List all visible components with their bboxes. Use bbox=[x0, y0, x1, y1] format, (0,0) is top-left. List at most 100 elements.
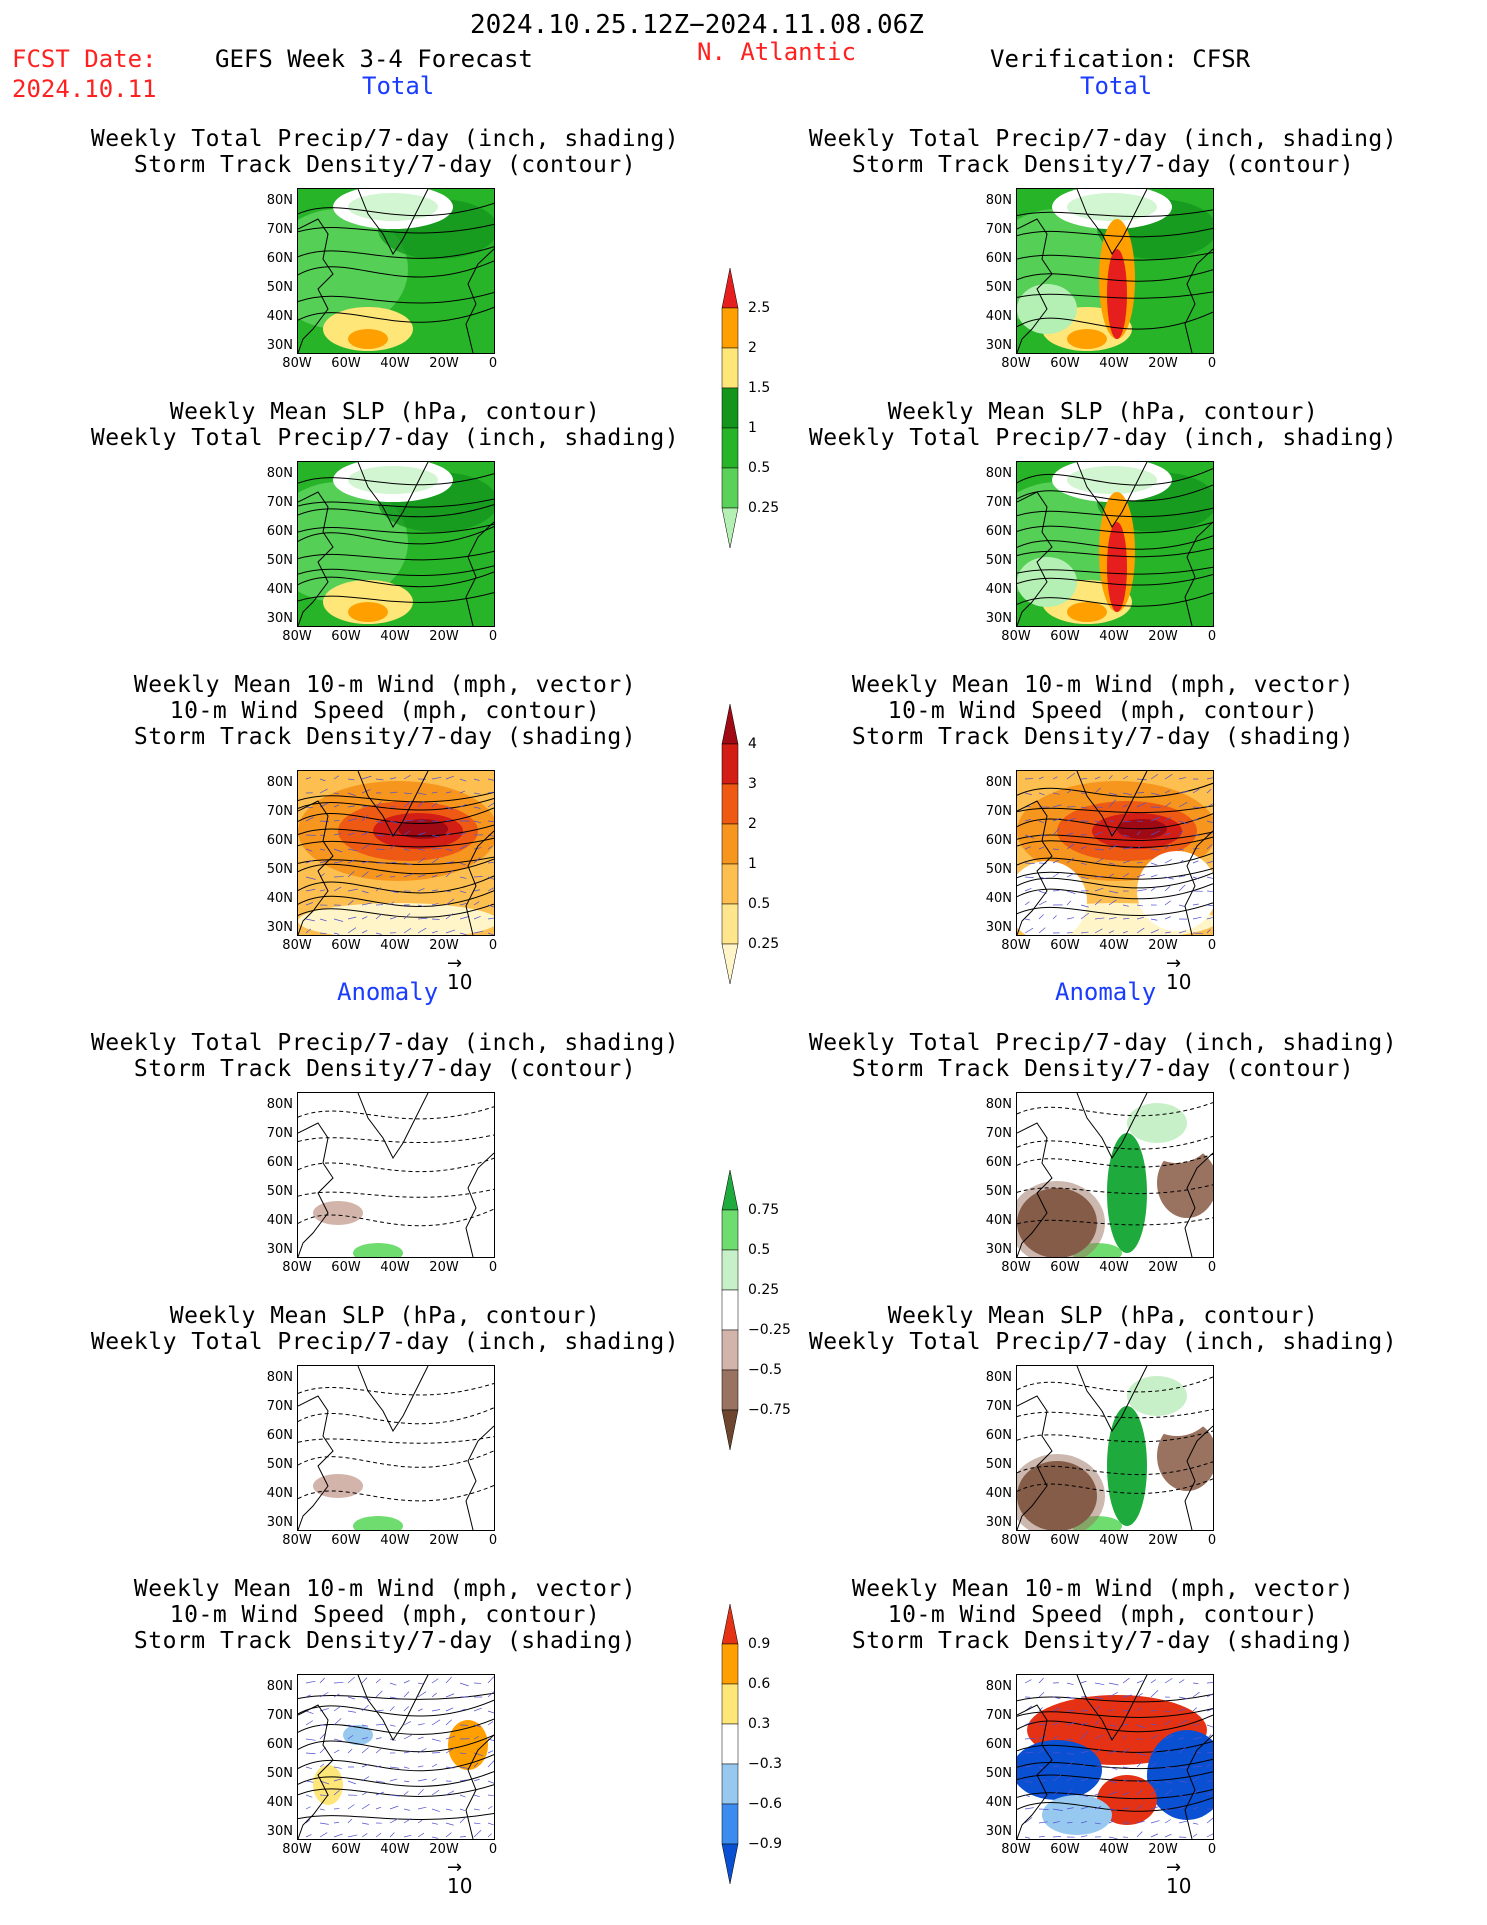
verification-title: Verification: CFSR bbox=[990, 45, 1251, 73]
coast-europe bbox=[465, 830, 494, 935]
colorbar-tick-label: −0.9 bbox=[748, 1836, 782, 1852]
coast-greenland bbox=[1076, 1675, 1148, 1741]
colorbar-segment bbox=[721, 1643, 739, 1685]
lon-tick-label: 60W bbox=[1050, 1260, 1080, 1275]
lon-tick-label: 20W bbox=[429, 356, 459, 371]
lat-tick-label: 30N bbox=[985, 338, 1012, 353]
lon-tick-label: 20W bbox=[429, 1533, 459, 1548]
colorbar-tick-label: −0.75 bbox=[748, 1402, 791, 1418]
left-total-label: Total bbox=[362, 72, 435, 100]
colorbar-segment bbox=[721, 387, 739, 429]
lat-tick-label: 40N bbox=[985, 891, 1012, 906]
coast-america bbox=[298, 218, 334, 353]
panel-title-line: Storm Track Density/7-day (shading) bbox=[851, 724, 1355, 750]
colorbar-segment bbox=[721, 1170, 739, 1211]
map-plot bbox=[1017, 462, 1213, 626]
map-plot bbox=[1017, 189, 1213, 353]
right-anomaly-label: Anomaly bbox=[1055, 978, 1157, 1006]
coast-america bbox=[1017, 218, 1053, 353]
colorbar-tick-label: 4 bbox=[748, 736, 757, 752]
colorbar-tick-label: −0.5 bbox=[748, 1362, 782, 1378]
lat-tick-label: 40N bbox=[266, 1795, 293, 1810]
lon-tick-label: 60W bbox=[331, 1533, 361, 1548]
map-panel bbox=[297, 461, 495, 627]
map-plot bbox=[298, 189, 494, 353]
colorbar-tick-label: 0.25 bbox=[748, 936, 780, 952]
colorbar-tick-label: 2.5 bbox=[748, 300, 771, 316]
colorbar-segment bbox=[721, 1803, 739, 1845]
lat-tick-label: 50N bbox=[985, 862, 1012, 877]
lon-tick-label: 20W bbox=[1148, 938, 1178, 953]
panel-title-line: 10-m Wind Speed (mph, contour) bbox=[169, 698, 601, 724]
colorbar-segment bbox=[721, 704, 739, 745]
lat-tick-label: 80N bbox=[266, 193, 293, 208]
lon-tick-label: 60W bbox=[331, 629, 361, 644]
coast-america bbox=[1017, 1704, 1053, 1839]
lat-tick-label: 50N bbox=[266, 1766, 293, 1781]
lat-tick-label: 60N bbox=[985, 251, 1012, 266]
lat-tick-label: 30N bbox=[266, 1242, 293, 1257]
coast-greenland bbox=[1076, 771, 1148, 837]
lon-tick-label: 60W bbox=[1050, 629, 1080, 644]
map-panel bbox=[1016, 1365, 1214, 1531]
map-panel bbox=[297, 1674, 495, 1840]
coast-greenland bbox=[357, 462, 429, 528]
colorbar-segment bbox=[721, 1249, 739, 1291]
coast-europe bbox=[1184, 1152, 1213, 1257]
colorbar-segment bbox=[721, 1843, 739, 1885]
colorbar-tick-label: 0.5 bbox=[748, 896, 771, 912]
colorbar-tick-label: −0.3 bbox=[748, 1756, 782, 1772]
lon-tick-label: 0 bbox=[1207, 1842, 1217, 1857]
lon-tick-label: 80W bbox=[282, 1533, 312, 1548]
map-panel bbox=[297, 1365, 495, 1531]
colorbar-segment bbox=[721, 307, 739, 349]
coast-europe bbox=[465, 248, 494, 353]
lat-tick-label: 80N bbox=[985, 1370, 1012, 1385]
coast-europe bbox=[1184, 830, 1213, 935]
lon-tick-label: 0 bbox=[488, 1533, 498, 1548]
lon-tick-label: 80W bbox=[282, 356, 312, 371]
lon-tick-label: 80W bbox=[282, 629, 312, 644]
lat-tick-label: 60N bbox=[266, 524, 293, 539]
left-anomaly-label: Anomaly bbox=[337, 978, 439, 1006]
coast-europe bbox=[1184, 1425, 1213, 1530]
panel-title-line: Weekly Total Precip/7-day (inch, shading… bbox=[808, 1030, 1398, 1056]
panel-title-line: Storm Track Density/7-day (shading) bbox=[851, 1628, 1355, 1654]
colorbar-segment bbox=[721, 863, 739, 905]
lon-tick-label: 0 bbox=[488, 356, 498, 371]
lon-tick-label: 40W bbox=[380, 356, 410, 371]
lon-tick-label: 0 bbox=[488, 629, 498, 644]
lat-tick-label: 60N bbox=[985, 1737, 1012, 1752]
date-range-title: 2024.10.25.12Z−2024.11.08.06Z bbox=[470, 10, 924, 40]
colorbar-tick-label: 1 bbox=[748, 420, 757, 436]
model-title: GEFS Week 3-4 Forecast bbox=[215, 45, 533, 73]
vector-reference: → 10 bbox=[447, 953, 473, 995]
coast-greenland bbox=[1076, 1093, 1148, 1159]
lon-tick-label: 20W bbox=[1148, 1533, 1178, 1548]
map-panel bbox=[297, 188, 495, 354]
coast-greenland bbox=[1076, 462, 1148, 528]
lat-tick-label: 50N bbox=[266, 280, 293, 295]
lon-tick-label: 80W bbox=[1001, 629, 1031, 644]
coast-europe bbox=[1184, 1734, 1213, 1839]
vector-reference-label: 10 bbox=[1166, 1874, 1192, 1898]
right-total-label: Total bbox=[1080, 72, 1153, 100]
colorbar-segment bbox=[721, 1209, 739, 1251]
coast-greenland bbox=[357, 189, 429, 255]
colorbar-segment bbox=[721, 823, 739, 865]
lon-tick-label: 0 bbox=[1207, 938, 1217, 953]
lat-tick-label: 60N bbox=[266, 251, 293, 266]
colorbar-tick-label: 2 bbox=[748, 340, 757, 356]
lat-tick-label: 50N bbox=[266, 862, 293, 877]
lat-tick-label: 40N bbox=[985, 1213, 1012, 1228]
lat-tick-label: 70N bbox=[266, 222, 293, 237]
lat-tick-label: 30N bbox=[985, 920, 1012, 935]
lon-tick-label: 80W bbox=[1001, 1260, 1031, 1275]
coast-greenland bbox=[357, 1366, 429, 1432]
map-panel bbox=[1016, 770, 1214, 936]
colorbar-segment bbox=[721, 427, 739, 469]
lat-tick-label: 80N bbox=[985, 775, 1012, 790]
lat-tick-label: 30N bbox=[266, 1515, 293, 1530]
lat-tick-label: 70N bbox=[266, 495, 293, 510]
map-panel bbox=[1016, 461, 1214, 627]
